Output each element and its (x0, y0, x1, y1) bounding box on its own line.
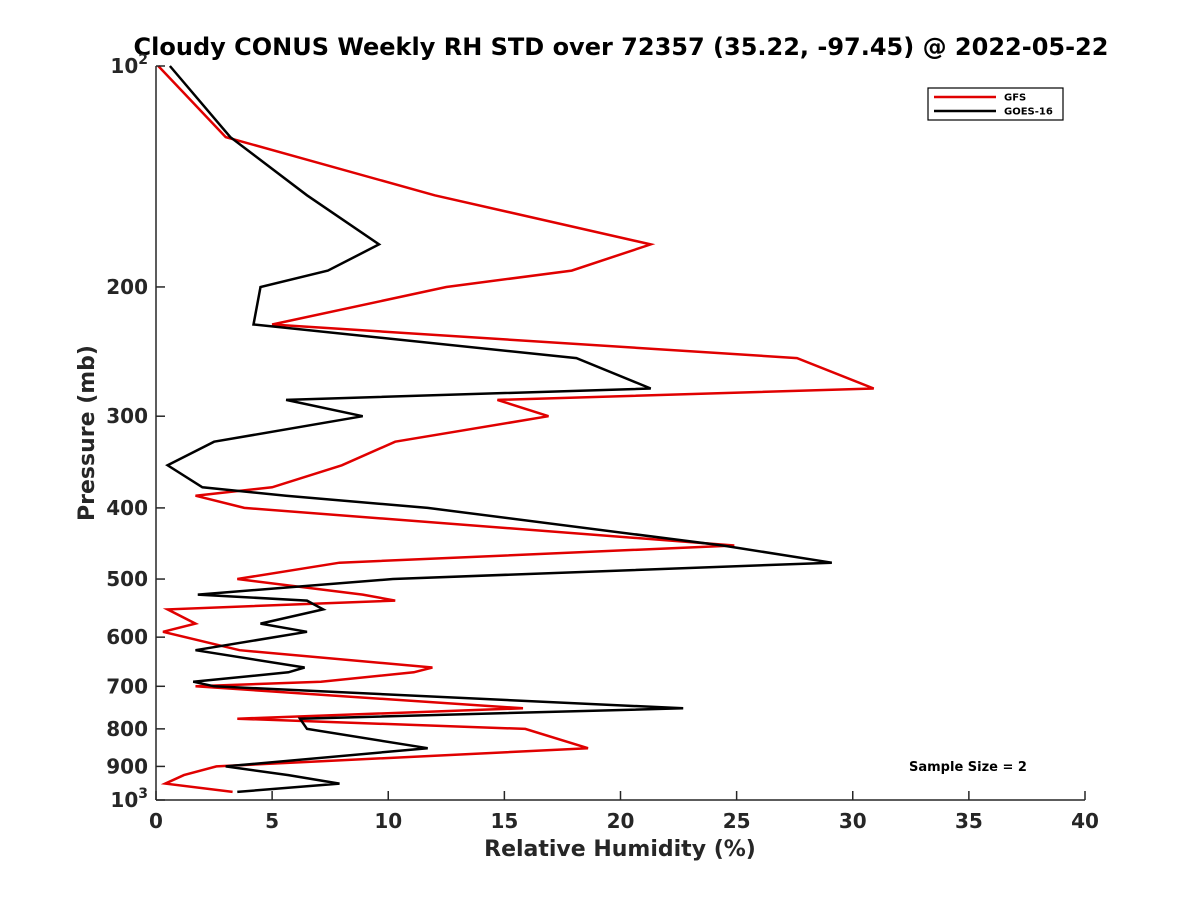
series-layer (157, 65, 875, 794)
y-tick-label: 900 (106, 754, 148, 778)
x-tick-label: 10 (374, 809, 402, 833)
y-tick-label: 102 (110, 52, 148, 78)
x-tick-label: 40 (1071, 809, 1099, 833)
x-tick-label: 15 (490, 809, 518, 833)
legend-label-goes16: GOES-16 (1004, 107, 1053, 118)
y-ticks: 102 200 300 400 500 600 700 800 900 103 (106, 52, 165, 812)
series-line-gfs (157, 65, 875, 794)
y-tick-label: 500 (106, 567, 148, 591)
y-tick-label: 103 (110, 786, 148, 812)
y-axis-label: Pressure (mb) (75, 345, 100, 521)
y-tick-label: 200 (106, 275, 148, 299)
x-tick-label: 25 (723, 809, 751, 833)
chart-title: Cloudy CONUS Weekly RH STD over 72357 (3… (134, 33, 1109, 61)
sample-size-annotation: Sample Size = 2 (909, 760, 1027, 775)
x-tick-label: 30 (839, 809, 867, 833)
y-tick-label: 800 (106, 717, 148, 741)
y-tick-label: 400 (106, 496, 148, 520)
x-tick-label: 0 (149, 809, 163, 833)
x-ticks: 0 5 10 15 20 25 30 35 40 (149, 791, 1099, 833)
x-tick-label: 5 (265, 809, 279, 833)
x-axis-label: Relative Humidity (%) (484, 837, 756, 862)
legend-box (927, 87, 1064, 121)
y-tick-label: 300 (106, 404, 148, 428)
legend-label-gfs: GFS (1004, 93, 1026, 104)
legend: GFS GOES-16 (927, 87, 1064, 121)
plot-area: 0 5 10 15 20 25 30 35 40 102 200 300 400 500 600 700 80… (106, 52, 1099, 833)
x-tick-label: 20 (607, 809, 635, 833)
y-tick-label: 600 (106, 625, 148, 649)
x-tick-label: 35 (955, 809, 983, 833)
y-tick-label: 700 (106, 674, 148, 698)
series-line-goes16 (165, 65, 832, 794)
